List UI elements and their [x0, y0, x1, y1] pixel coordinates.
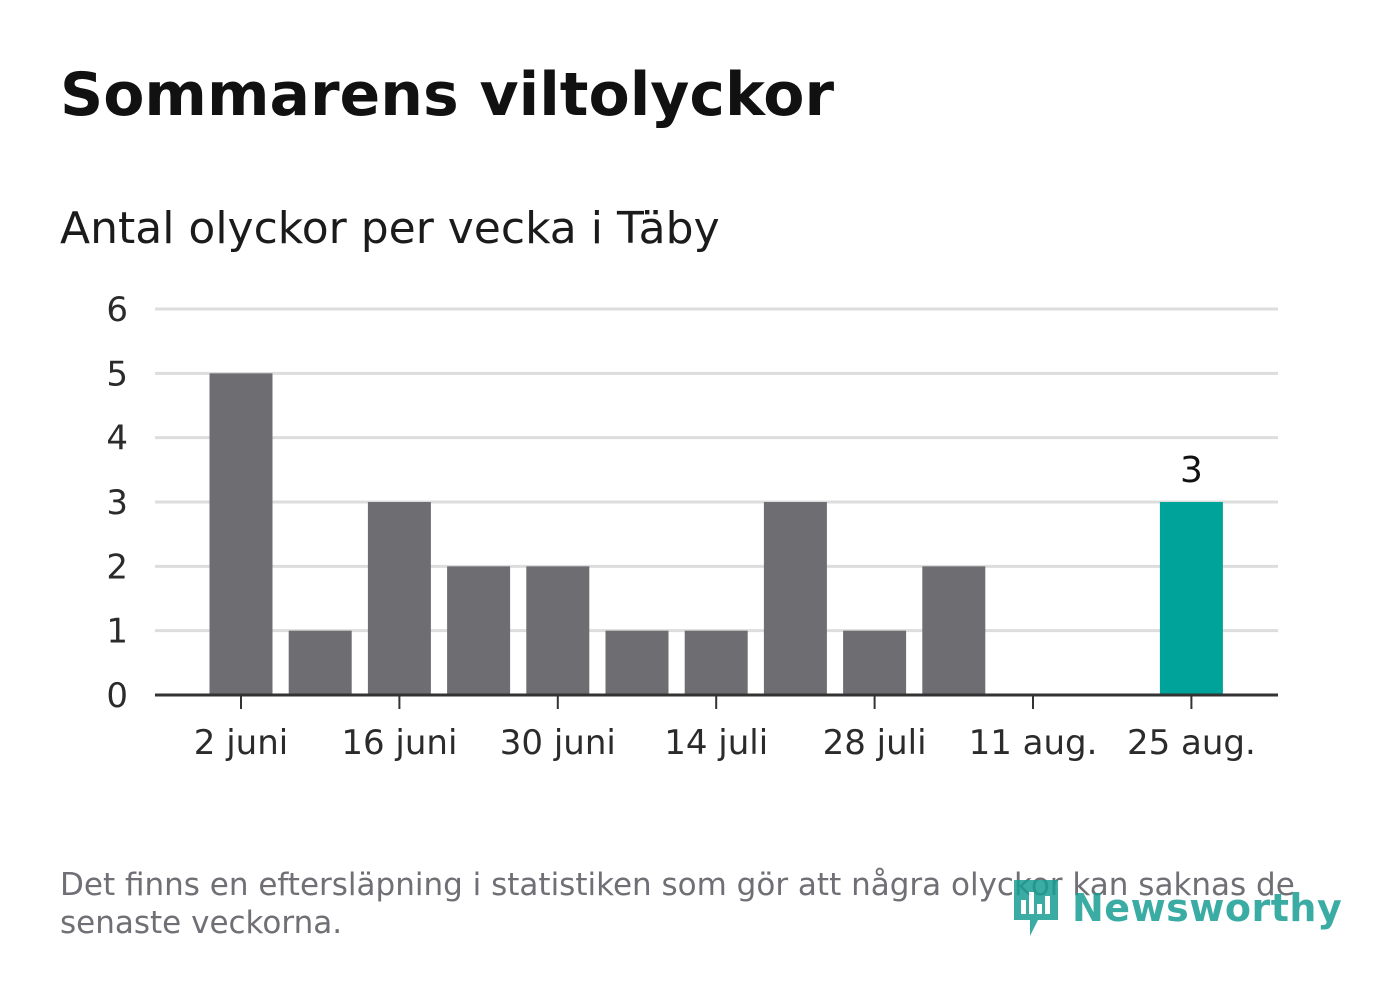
- y-tick-label: 5: [106, 354, 128, 394]
- y-tick-label: 3: [106, 483, 128, 523]
- bar: [763, 502, 827, 695]
- x-tick-label: 30 juni: [500, 723, 616, 763]
- bar: [367, 502, 431, 695]
- bar: [288, 630, 352, 695]
- bar: [209, 373, 273, 695]
- bar: [922, 566, 986, 695]
- y-tick-label: 2: [106, 547, 128, 587]
- y-tick-label: 4: [106, 419, 128, 459]
- x-tick-label: 11 aug.: [969, 723, 1098, 763]
- x-tick-label: 16 juni: [341, 723, 457, 763]
- x-tick-label: 2 juni: [194, 723, 288, 763]
- y-tick-label: 1: [106, 612, 128, 652]
- bar: [447, 566, 511, 695]
- newsworthy-logo: Newsworthy: [1010, 876, 1342, 940]
- highlight-bar: [1159, 502, 1223, 695]
- gridlines: [155, 307, 1278, 633]
- logo-icon: [1014, 880, 1058, 936]
- y-tick-label: 6: [106, 290, 128, 330]
- x-tick-label: 28 juli: [823, 723, 927, 763]
- footnote: Det finns en eftersläpning i statistiken…: [60, 867, 1295, 941]
- labels: 0 1 2 3 4 5 6 2 juni 16 juni 30 juni 14 juli 28 jul…: [106, 290, 1255, 763]
- bar-chart: 0 1 2 3 4 5 6 2 juni 16 juni 30 juni 14 juli 28 jul…: [106, 290, 1278, 763]
- bar: [605, 630, 669, 695]
- logo-text: Newsworthy: [1072, 886, 1343, 930]
- bar: [684, 630, 748, 695]
- axes: [155, 693, 1278, 709]
- x-tick-label: 25 aug.: [1127, 723, 1256, 763]
- y-tick-label: 0: [106, 676, 128, 716]
- chart-subtitle: Antal olyckor per vecka i Täby: [60, 203, 720, 254]
- chart-title: Sommarens viltolyckor: [60, 60, 835, 130]
- bars: [209, 373, 1223, 695]
- data-label: 3: [1180, 450, 1203, 491]
- bar: [843, 630, 907, 695]
- x-tick-label: 14 juli: [664, 723, 768, 763]
- bar: [526, 566, 590, 695]
